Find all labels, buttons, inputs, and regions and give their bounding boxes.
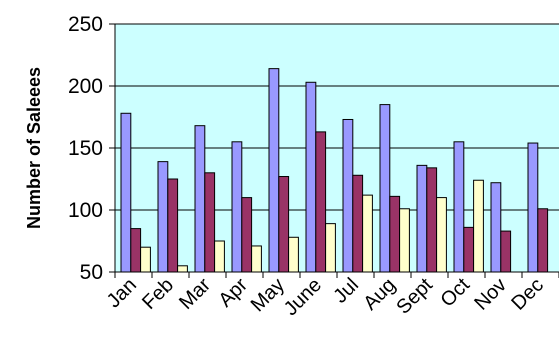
x-tick-label: Oct — [436, 274, 474, 312]
y-tick-label: 50 — [80, 261, 103, 284]
y-tick-label: 200 — [68, 75, 103, 98]
bar-may-s3 — [288, 236, 299, 273]
bar-oct-s2 — [463, 226, 475, 273]
x-tick-label: June — [280, 274, 326, 320]
bar-apr-s3 — [251, 245, 262, 273]
bar-jul-s1 — [342, 118, 354, 273]
bar-june-s2 — [315, 131, 327, 273]
bar-jan-s1 — [120, 112, 132, 273]
x-tick-label: Sept — [392, 274, 437, 319]
bar-nov-s2 — [500, 230, 512, 273]
x-tick-label: Dec — [507, 274, 548, 315]
bar-oct-s1 — [453, 141, 465, 273]
bar-feb-s3 — [177, 265, 188, 273]
bar-sept-s2 — [426, 167, 438, 273]
x-tick-label: Jul — [329, 274, 363, 308]
x-tick-label: Mar — [175, 274, 215, 314]
bar-oct-s3 — [473, 179, 484, 273]
bar-apr-s2 — [241, 197, 253, 273]
bar-feb-s1 — [157, 161, 169, 273]
x-tick-label: Aug — [359, 274, 400, 315]
bar-aug-s1 — [379, 104, 391, 273]
y-tick-labels: 50 100 150 200 250 — [68, 13, 103, 284]
bar-aug-s3 — [399, 208, 410, 273]
bar-june-s3 — [325, 223, 336, 273]
x-tick-label: Nov — [470, 274, 511, 315]
bar-dec-s2 — [537, 208, 549, 273]
bar-jul-s3 — [362, 194, 373, 273]
bar-sept-s1 — [416, 164, 428, 273]
bar-jan-s3 — [140, 246, 151, 273]
bar-jan-s2 — [130, 228, 142, 273]
y-tick-label: 100 — [68, 199, 103, 222]
bar-aug-s2 — [389, 195, 401, 273]
bar-dec-s1 — [527, 142, 539, 273]
y-tick-label: 250 — [68, 13, 103, 36]
bar-mar-s2 — [204, 172, 216, 273]
bar-mar-s1 — [194, 125, 206, 273]
bar-mar-s3 — [214, 240, 225, 273]
x-tick-label: Jan — [103, 274, 141, 312]
bar-june-s1 — [305, 81, 317, 273]
bar-sept-s3 — [436, 197, 447, 273]
axes — [114, 24, 559, 278]
bar-apr-s1 — [231, 141, 243, 273]
x-tick-label: May — [247, 274, 289, 316]
y-tick-label: 150 — [68, 137, 103, 160]
bar-may-s2 — [278, 176, 290, 273]
bar-jul-s2 — [352, 174, 364, 273]
bar-may-s1 — [268, 68, 280, 273]
y-axis-title: Number of Saleees — [24, 67, 44, 229]
x-tick-label: Apr — [214, 274, 252, 312]
x-tick-label: Feb — [138, 274, 178, 314]
bar-nov-s1 — [490, 182, 502, 273]
bar-feb-s2 — [167, 178, 179, 273]
